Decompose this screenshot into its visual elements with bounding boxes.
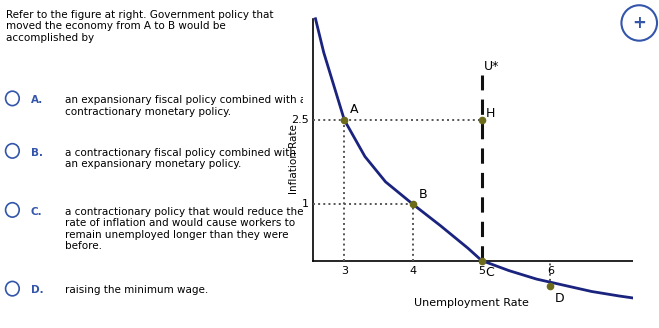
- Text: D.: D.: [31, 285, 43, 295]
- Text: raising the minimum wage.: raising the minimum wage.: [65, 285, 208, 295]
- Text: B.: B.: [31, 148, 43, 157]
- Text: Refer to the figure at right. Government policy that
moved the economy from A to: Refer to the figure at right. Government…: [6, 10, 273, 43]
- Text: Unemployment Rate: Unemployment Rate: [414, 298, 529, 308]
- Text: 1: 1: [302, 199, 309, 209]
- Text: U*: U*: [484, 60, 500, 73]
- Text: D: D: [554, 292, 564, 305]
- Text: +: +: [632, 14, 646, 32]
- Text: A: A: [350, 103, 358, 116]
- Text: H: H: [486, 107, 495, 120]
- Text: 4: 4: [409, 266, 416, 276]
- Text: B: B: [418, 188, 427, 200]
- Text: 6: 6: [547, 266, 554, 276]
- Text: 5: 5: [478, 266, 485, 276]
- Text: a contractionary policy that would reduce the
rate of inflation and would cause : a contractionary policy that would reduc…: [65, 207, 304, 252]
- Text: a contractionary fiscal policy combined with
an expansionary monetary policy.: a contractionary fiscal policy combined …: [65, 148, 296, 169]
- Text: C.: C.: [31, 207, 43, 216]
- Text: C: C: [486, 266, 494, 279]
- Text: 2.5: 2.5: [291, 115, 309, 125]
- Text: an expansionary fiscal policy combined with a
contractionary monetary policy.: an expansionary fiscal policy combined w…: [65, 95, 306, 117]
- Text: A.: A.: [31, 95, 43, 105]
- Text: 3: 3: [341, 266, 348, 276]
- Text: Inflation Rate: Inflation Rate: [289, 124, 299, 194]
